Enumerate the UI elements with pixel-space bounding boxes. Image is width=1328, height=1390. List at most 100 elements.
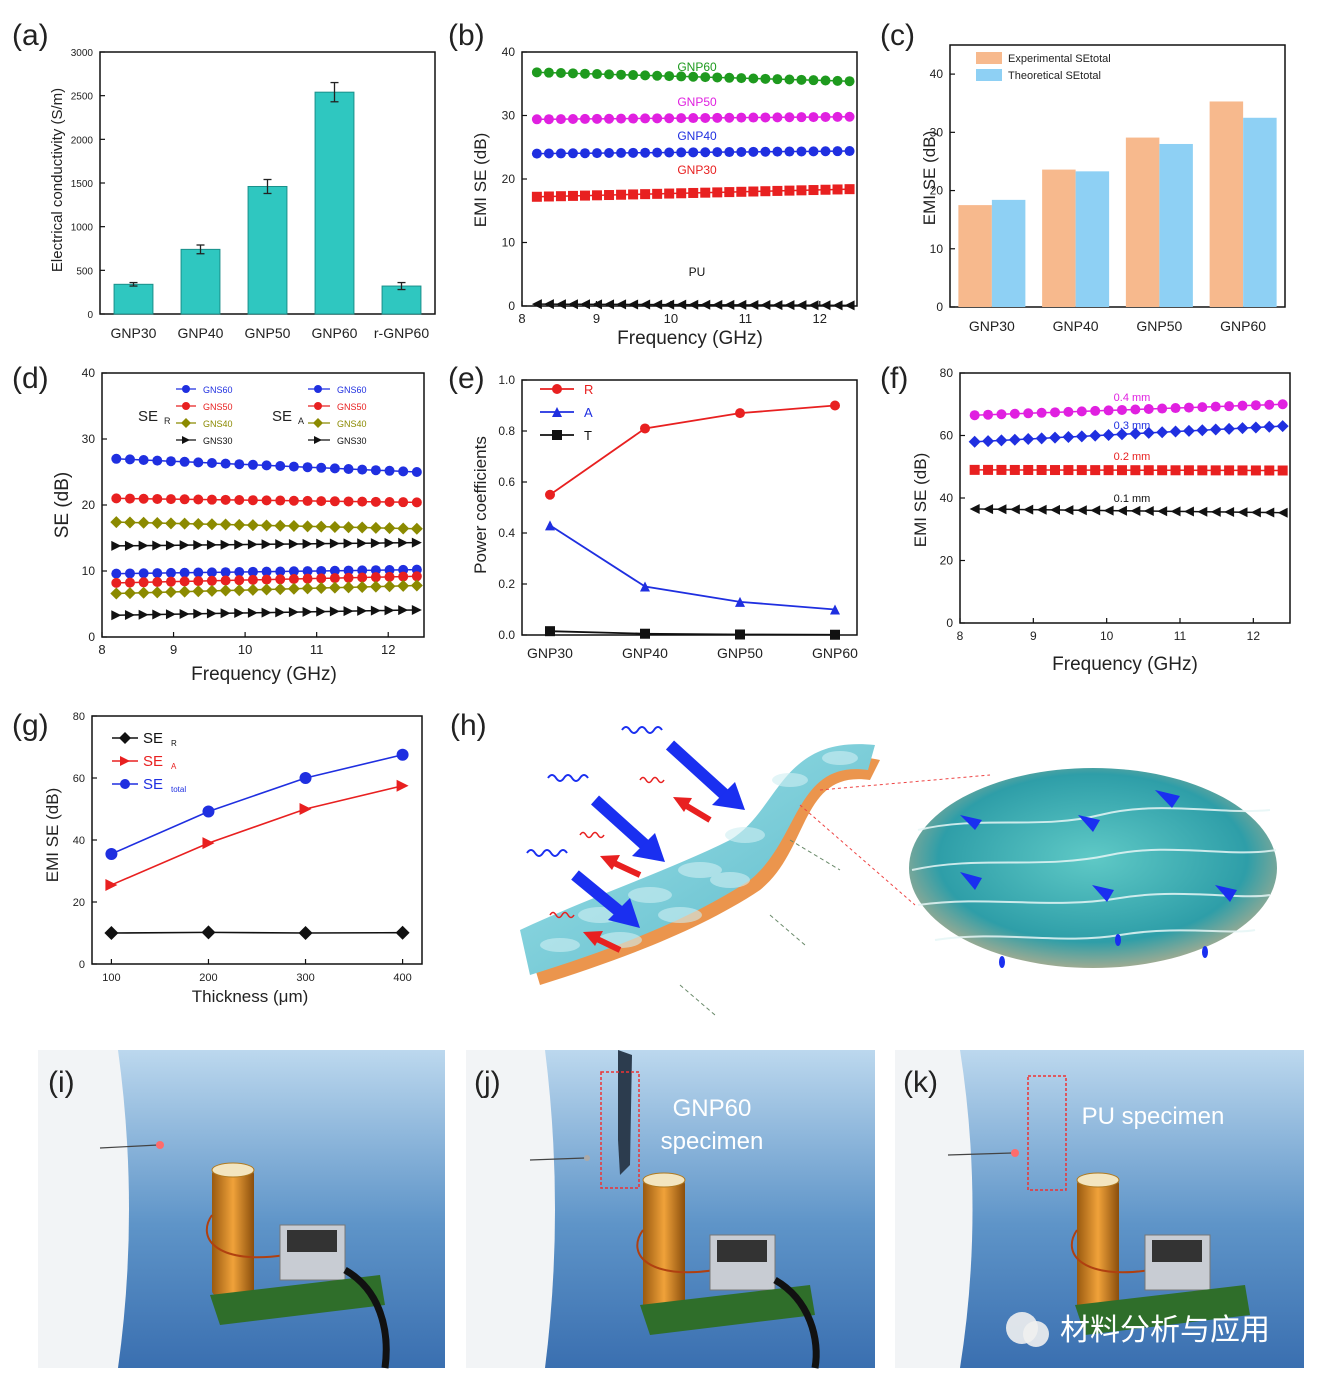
data-point <box>1050 504 1061 515</box>
data-point <box>202 805 215 818</box>
data-point <box>110 587 123 600</box>
legend-sub: total <box>171 785 186 794</box>
data-point <box>628 147 639 158</box>
category-label: GNP60 <box>312 325 358 341</box>
data-point <box>640 113 651 124</box>
data-point <box>820 300 831 311</box>
data-point <box>247 495 258 506</box>
y-tick-label: 0.2 <box>498 577 515 591</box>
data-point <box>1089 429 1102 442</box>
data-point <box>357 605 368 616</box>
data-point <box>261 495 272 506</box>
data-point <box>1063 406 1074 417</box>
data-point <box>329 606 340 617</box>
legend-label: GNS30 <box>203 436 233 446</box>
data-point <box>411 604 422 615</box>
y-tick-label: 40 <box>930 67 944 81</box>
data-point <box>384 497 395 507</box>
chart-f-axes: 0 20 40 60 80 8 9 10 11 12 <box>940 366 1291 643</box>
data-point <box>844 300 855 311</box>
x-tick-label: 100 <box>102 972 120 984</box>
data-point <box>1210 465 1221 476</box>
data-point <box>316 565 327 576</box>
y-tick-label: 0.0 <box>498 628 515 642</box>
data-point <box>1008 433 1021 446</box>
data-point <box>298 926 313 940</box>
data-point <box>1197 402 1208 413</box>
data-point <box>1023 464 1034 475</box>
data-point <box>1090 505 1101 516</box>
data-point <box>164 517 177 530</box>
data-point <box>983 464 994 475</box>
y-tick-label: 0 <box>87 310 93 321</box>
panel-label: (a) <box>12 19 49 52</box>
data-point <box>396 748 409 761</box>
data-point <box>275 539 286 550</box>
data-point <box>592 113 603 124</box>
data-point <box>1023 408 1034 419</box>
legend-marker <box>314 385 322 393</box>
data-point <box>1223 422 1236 435</box>
data-point <box>604 113 615 124</box>
series-SE-A <box>105 779 409 891</box>
data-point <box>832 300 843 311</box>
y-axis-label: Electrical conductivity (S/m) <box>49 88 66 272</box>
y-tick-label: 3000 <box>71 48 94 59</box>
data-point <box>712 299 723 310</box>
data-point <box>247 459 258 470</box>
data-point <box>275 607 286 618</box>
data-point <box>193 567 204 578</box>
series-line <box>974 469 1283 472</box>
data-point <box>247 574 258 585</box>
series-0.4-mm <box>969 399 1288 421</box>
panel-label: (j) <box>474 1066 501 1099</box>
data-point <box>628 189 639 200</box>
legend-label: Experimental SEtotal <box>1008 53 1111 65</box>
data-point <box>411 537 422 548</box>
data-point <box>735 629 745 640</box>
data-point <box>398 537 409 548</box>
data-point <box>384 565 395 576</box>
data-point <box>664 71 675 82</box>
series-A <box>545 520 840 615</box>
data-point <box>192 585 205 598</box>
data-point <box>261 607 272 618</box>
series-line <box>974 508 1283 514</box>
data-point <box>640 299 651 310</box>
data-point <box>724 72 735 83</box>
data-point <box>356 580 369 593</box>
data-point <box>111 540 122 551</box>
data-point <box>233 584 246 597</box>
data-point <box>1036 504 1047 515</box>
y-tick-label: 30 <box>502 109 516 123</box>
data-point <box>760 186 771 197</box>
legend-group-sub: A <box>298 416 304 426</box>
data-point <box>201 925 216 940</box>
data-point <box>772 146 783 157</box>
bar <box>1243 117 1277 308</box>
series-GNS40 <box>110 579 423 600</box>
data-point <box>1183 506 1194 517</box>
data-point <box>343 464 354 474</box>
data-point <box>397 522 410 535</box>
data-point <box>302 566 313 577</box>
data-point <box>370 565 381 576</box>
data-point <box>165 567 176 578</box>
data-point <box>1263 420 1276 433</box>
data-point <box>410 522 423 535</box>
legend-marker <box>314 402 322 410</box>
data-point <box>206 539 217 550</box>
y-tick-label: 20 <box>73 897 85 909</box>
data-point <box>784 185 795 196</box>
legend-group-label: SE <box>138 408 158 425</box>
y-tick-label: 0 <box>79 959 85 971</box>
data-point <box>111 453 122 464</box>
legend-sub: A <box>171 762 177 771</box>
data-point <box>316 462 327 473</box>
data-point <box>640 70 651 81</box>
data-point <box>288 461 299 472</box>
data-point <box>411 467 422 477</box>
series-SE-total <box>105 748 409 860</box>
data-point <box>329 538 340 549</box>
data-point <box>983 504 994 515</box>
